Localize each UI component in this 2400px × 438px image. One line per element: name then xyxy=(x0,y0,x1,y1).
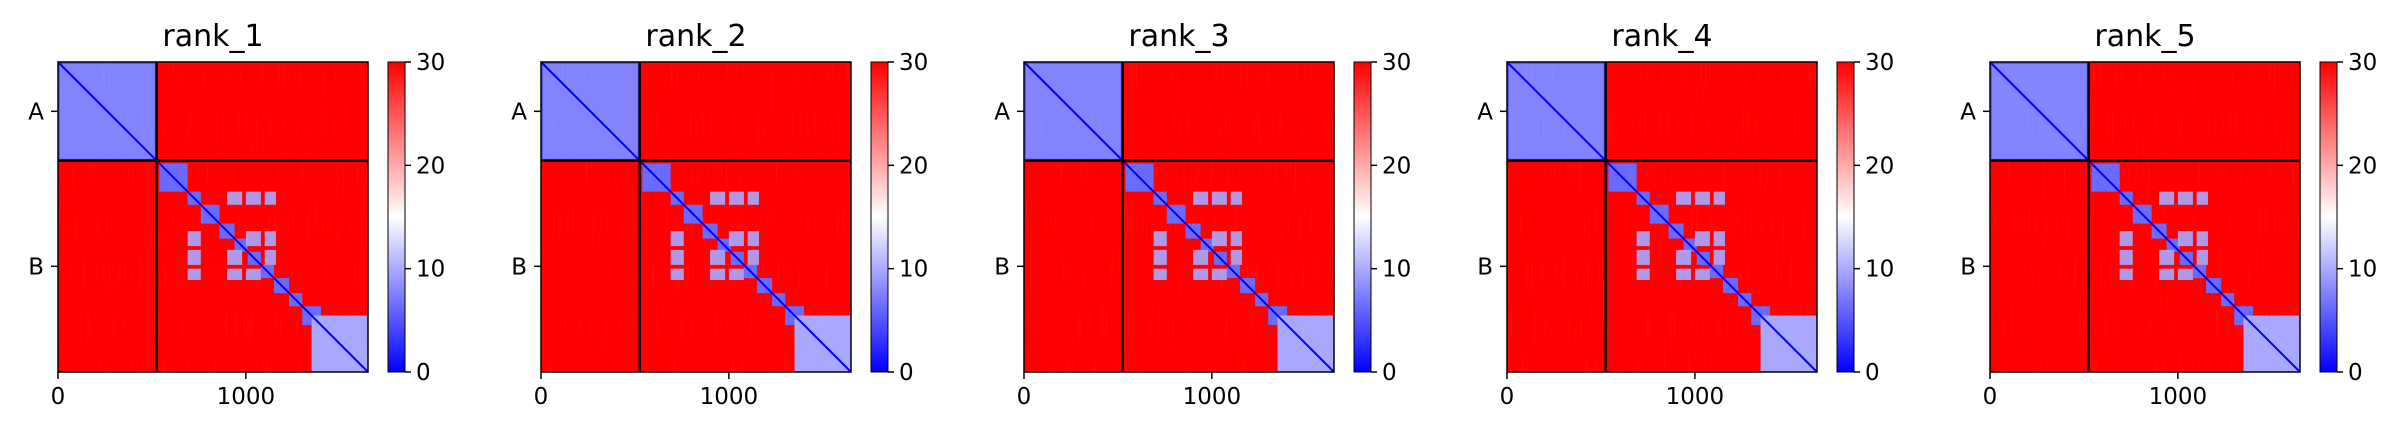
x-tick-label: 1000 xyxy=(1666,384,1725,410)
chain-label: A xyxy=(994,99,1010,125)
colorbar-tick-label: 20 xyxy=(1865,153,1894,179)
chain-label: B xyxy=(28,254,44,280)
heatmap-panel: rank_2 0 1000 A B 0 10 20 30 xyxy=(511,19,928,410)
x-tick-label: 1000 xyxy=(2149,384,2208,410)
x-tick-label: 1000 xyxy=(1183,384,1242,410)
diagonal xyxy=(57,61,369,373)
colorbar-tick-label: 10 xyxy=(2348,257,2377,283)
colorbar-tick-label: 10 xyxy=(416,257,445,283)
x-tick-label: 0 xyxy=(1017,384,1032,410)
x-tick-label: 1000 xyxy=(700,384,759,410)
diagonal xyxy=(1989,61,2301,373)
colorbar-tick-label: 30 xyxy=(899,50,928,76)
colorbar xyxy=(2319,61,2338,373)
colorbar-tick-label: 0 xyxy=(2348,360,2363,386)
colorbar-tick-label: 30 xyxy=(1865,50,1894,76)
diagonal xyxy=(540,61,852,373)
heatmap-panel: rank_5 0 1000 A B 0 10 20 30 xyxy=(1960,19,2377,410)
colorbar-tick-label: 0 xyxy=(899,360,914,386)
chain-label: B xyxy=(1960,254,1976,280)
axes-frame xyxy=(1506,61,1818,373)
colorbar-tick-label: 30 xyxy=(1382,50,1411,76)
colorbar xyxy=(870,61,889,373)
colorbar-tick-label: 20 xyxy=(1382,153,1411,179)
chain-label: B xyxy=(511,254,527,280)
colorbar-tick-label: 0 xyxy=(416,360,431,386)
colorbar-tick-label: 30 xyxy=(416,50,445,76)
colorbar xyxy=(387,61,406,373)
panel-title: rank_5 xyxy=(2094,19,2195,54)
axes-frame xyxy=(1989,61,2301,373)
x-tick-label: 1000 xyxy=(217,384,276,410)
colorbar-tick-label: 20 xyxy=(2348,153,2377,179)
chain-label: B xyxy=(1477,254,1493,280)
colorbar-tick-label: 20 xyxy=(416,153,445,179)
chain-label: A xyxy=(1477,99,1493,125)
chain-label: A xyxy=(28,99,44,125)
colorbar xyxy=(1353,61,1372,373)
heatmap-panel: rank_4 0 1000 A B 0 10 20 30 xyxy=(1477,19,1894,410)
axes-frame xyxy=(57,61,369,373)
heatmap-panel: rank_1 0 1000 A B 0 10 20 30 xyxy=(28,19,445,410)
x-tick-label: 0 xyxy=(1983,384,1998,410)
panel-title: rank_1 xyxy=(162,19,263,54)
panel-title: rank_2 xyxy=(645,19,746,54)
heatmap-panel: rank_3 0 1000 A B 0 10 20 30 xyxy=(994,19,1411,410)
chain-label: B xyxy=(994,254,1010,280)
colorbar-tick-label: 0 xyxy=(1865,360,1880,386)
panel-title: rank_3 xyxy=(1128,19,1229,54)
colorbar-tick-label: 0 xyxy=(1382,360,1397,386)
chain-label: A xyxy=(1960,99,1976,125)
colorbar-tick-label: 10 xyxy=(1382,257,1411,283)
chain-label: A xyxy=(511,99,527,125)
x-tick-label: 0 xyxy=(1500,384,1515,410)
x-tick-label: 0 xyxy=(534,384,549,410)
axes-frame xyxy=(540,61,852,373)
panel-title: rank_4 xyxy=(1611,19,1712,54)
colorbar-tick-label: 10 xyxy=(899,257,928,283)
colorbar-tick-label: 20 xyxy=(899,153,928,179)
diagonal xyxy=(1023,61,1335,373)
colorbar-tick-label: 10 xyxy=(1865,257,1894,283)
axes-frame xyxy=(1023,61,1335,373)
colorbar xyxy=(1836,61,1855,373)
colorbar-tick-label: 30 xyxy=(2348,50,2377,76)
diagonal xyxy=(1506,61,1818,373)
x-tick-label: 0 xyxy=(51,384,66,410)
